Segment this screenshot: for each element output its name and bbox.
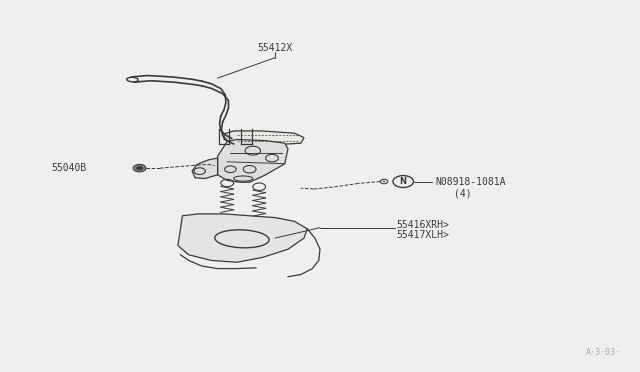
Text: 55412X: 55412X [257,44,293,53]
Polygon shape [178,214,307,262]
Circle shape [133,164,146,172]
Text: N: N [400,177,406,186]
Polygon shape [192,158,218,179]
Text: 55417XLH>: 55417XLH> [397,230,450,240]
Circle shape [383,181,385,182]
Polygon shape [218,140,288,182]
Circle shape [136,166,143,170]
Text: N08918-1081A: N08918-1081A [435,177,506,187]
Text: 55416XRH>: 55416XRH> [397,220,450,230]
Text: A·3·03·: A·3·03· [586,348,621,357]
Text: (4): (4) [454,189,472,198]
Text: 55040B: 55040B [51,163,86,173]
Polygon shape [224,131,304,145]
